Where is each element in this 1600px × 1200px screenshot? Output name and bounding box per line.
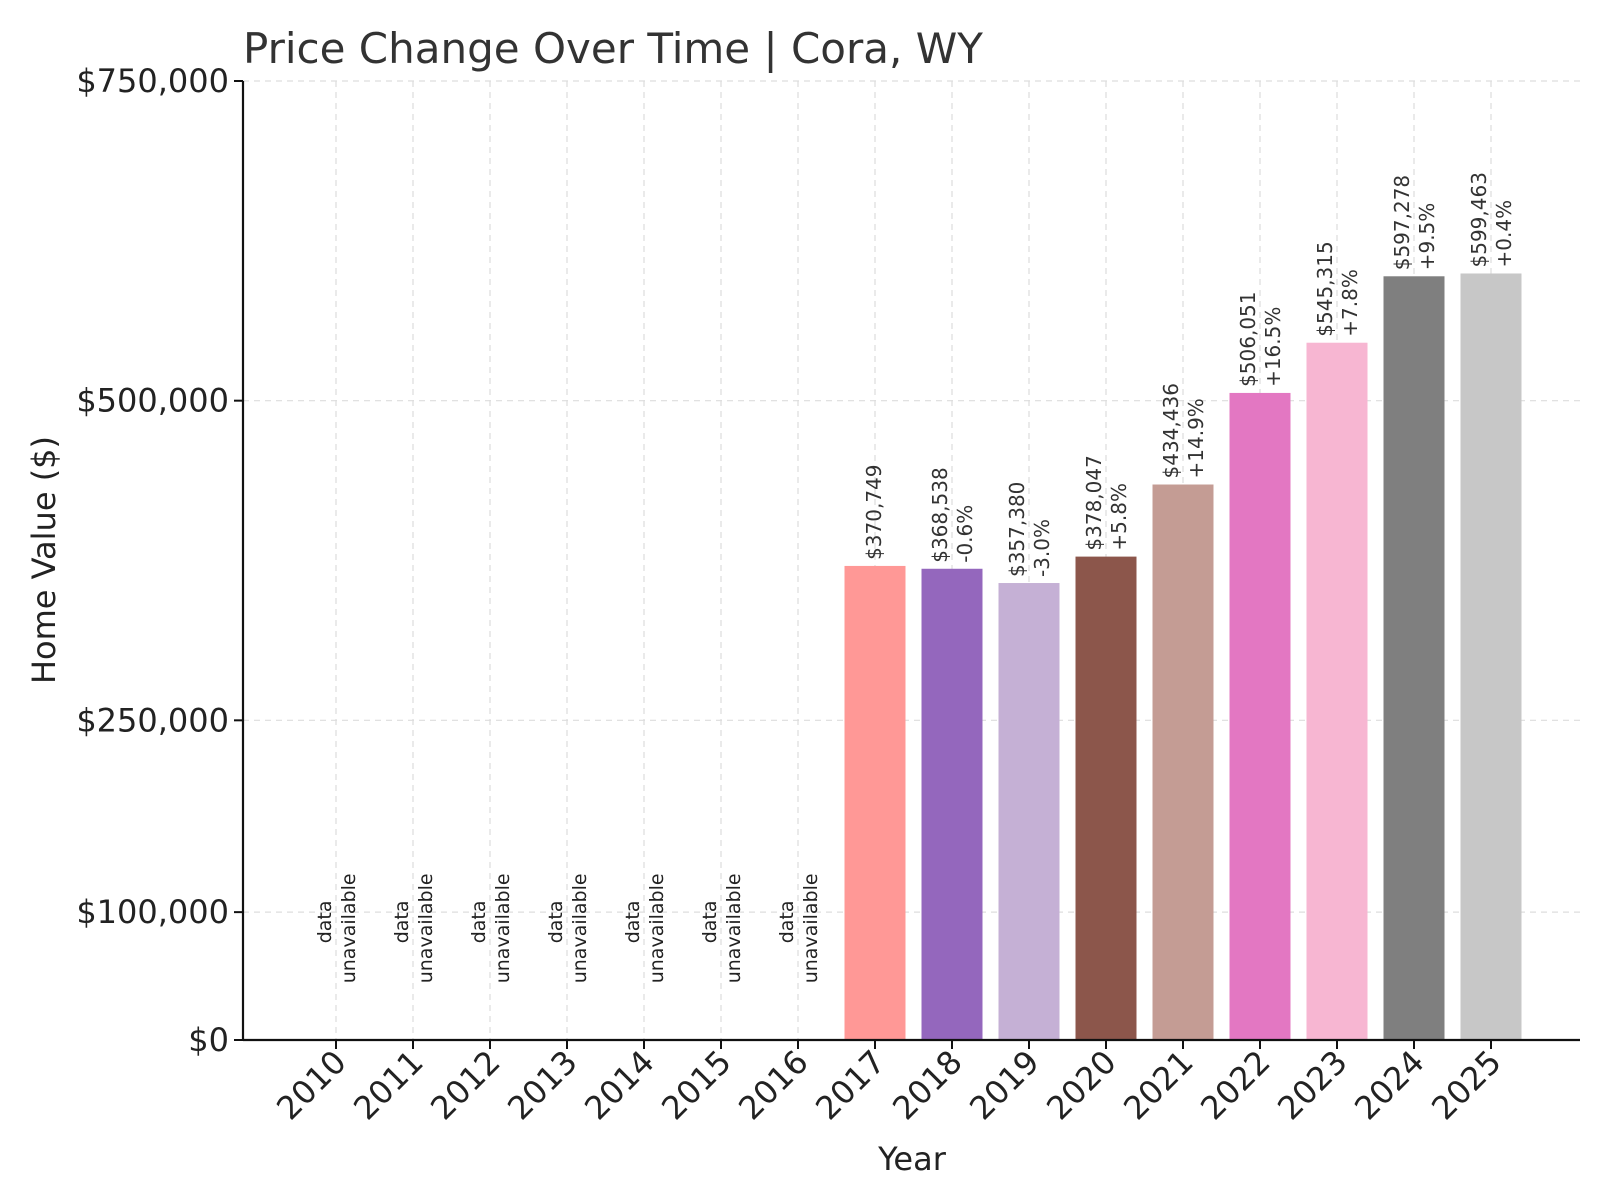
x-tick-label-2017: 2017: [808, 1043, 892, 1127]
bar-2023: [1306, 342, 1368, 1040]
bar-2021: [1152, 484, 1214, 1040]
bar-2025: [1460, 273, 1522, 1040]
bar-value-label-2017: $370,749: [862, 464, 886, 559]
bar-change-text: -3.0%: [1030, 519, 1054, 577]
bar-change-text: +5.8%: [1107, 483, 1131, 551]
bar-value-label-2024: $597,278+9.5%: [1390, 175, 1439, 270]
axes-layer: [241, 81, 1580, 1042]
grid-layer: [243, 80, 1580, 1040]
x-tick-label-2019: 2019: [962, 1043, 1046, 1127]
y-axis-label: Home Value ($): [25, 436, 63, 684]
bar-value-text: $434,436: [1159, 383, 1183, 478]
x-tick-label-2018: 2018: [885, 1043, 969, 1127]
x-tick-label-2016: 2016: [731, 1043, 815, 1127]
bar-2020: [1075, 556, 1137, 1040]
bar-change-text: +9.5%: [1415, 203, 1439, 271]
missing-data-line: unavailable: [415, 873, 437, 983]
missing-data-line: data: [622, 900, 644, 943]
bar-value-label-2018: $368,538-0.6%: [928, 467, 977, 562]
y-tick-label: $250,000: [76, 701, 229, 739]
bar-2024: [1383, 276, 1445, 1040]
bar-change-text: +16.5%: [1261, 307, 1285, 387]
bar-2017: [844, 565, 906, 1040]
bars-layer: [844, 273, 1522, 1040]
y-tick-label: $750,000: [76, 62, 229, 100]
missing-data-line: unavailable: [646, 873, 668, 983]
bar-value-text: $545,315: [1313, 241, 1337, 336]
x-tick-label-2022: 2022: [1193, 1043, 1277, 1127]
x-tick-label-2024: 2024: [1347, 1043, 1431, 1127]
y-tick-label: $500,000: [76, 382, 229, 420]
bar-value-text: $506,051: [1236, 291, 1260, 386]
bar-value-label-2019: $357,380-3.0%: [1005, 482, 1054, 577]
x-axis-label: Year: [877, 1140, 947, 1178]
x-tick-label-2014: 2014: [577, 1043, 661, 1127]
chart-title: Price Change Over Time | Cora, WY: [243, 24, 983, 73]
missing-data-line: data: [391, 900, 413, 943]
missing-data-line: unavailable: [569, 873, 591, 983]
missing-data-line: data: [545, 900, 567, 943]
y-tick-label: $100,000: [76, 893, 229, 931]
bar-value-text: $378,047: [1082, 455, 1106, 550]
bar-labels-layer: data unavailable data unavailable data unavai…: [314, 172, 1516, 983]
x-tick-label-2025: 2025: [1424, 1043, 1508, 1127]
bar-value-text: $368,538: [928, 467, 952, 562]
bar-value-text: $597,278: [1390, 175, 1414, 270]
bar-change-text: -0.6%: [953, 505, 977, 563]
bar-change-text: +14.9%: [1184, 398, 1208, 478]
missing-data-label-2010: data unavailable: [314, 873, 360, 983]
missing-data-label-2014: data unavailable: [622, 873, 668, 983]
missing-data-label-2012: data unavailable: [468, 873, 514, 983]
missing-data-line: unavailable: [800, 873, 822, 983]
bar-change-text: +7.8%: [1338, 269, 1362, 337]
x-tick-label-2012: 2012: [423, 1043, 507, 1127]
missing-data-line: unavailable: [338, 873, 360, 983]
bar-change-text: +0.4%: [1492, 200, 1516, 268]
x-tick-label-2015: 2015: [654, 1043, 738, 1127]
missing-data-line: unavailable: [492, 873, 514, 983]
x-tick-label-2010: 2010: [269, 1043, 353, 1127]
bar-value-label-2023: $545,315+7.8%: [1313, 241, 1362, 336]
missing-data-label-2013: data unavailable: [545, 873, 591, 983]
ticks-layer: $0$100,000$250,000$500,000$750,000201020…: [76, 62, 1508, 1127]
missing-data-line: data: [314, 900, 336, 943]
bar-value-label-2022: $506,051+16.5%: [1236, 291, 1285, 386]
bar-value-text: $599,463: [1467, 172, 1491, 267]
bar-value-text: $370,749: [862, 464, 886, 559]
bar-2019: [998, 583, 1060, 1040]
missing-data-line: data: [468, 900, 490, 943]
missing-data-label-2016: data unavailable: [776, 873, 822, 983]
missing-data-label-2011: data unavailable: [391, 873, 437, 983]
y-tick-label: $0: [188, 1021, 229, 1059]
x-tick-label-2021: 2021: [1116, 1043, 1200, 1127]
missing-data-line: data: [776, 900, 798, 943]
bar-value-text: $357,380: [1005, 482, 1029, 577]
bar-value-label-2025: $599,463+0.4%: [1467, 172, 1516, 267]
bar-2022: [1229, 392, 1291, 1040]
bar-value-label-2021: $434,436+14.9%: [1159, 383, 1208, 478]
bar-value-label-2020: $378,047+5.8%: [1082, 455, 1131, 550]
x-tick-label-2011: 2011: [346, 1043, 430, 1127]
missing-data-label-2015: data unavailable: [699, 873, 745, 983]
missing-data-line: data: [699, 900, 721, 943]
x-tick-label-2020: 2020: [1039, 1043, 1123, 1127]
x-tick-label-2013: 2013: [500, 1043, 584, 1127]
bar-2018: [921, 568, 983, 1040]
x-tick-label-2023: 2023: [1270, 1043, 1354, 1127]
missing-data-line: unavailable: [723, 873, 745, 983]
